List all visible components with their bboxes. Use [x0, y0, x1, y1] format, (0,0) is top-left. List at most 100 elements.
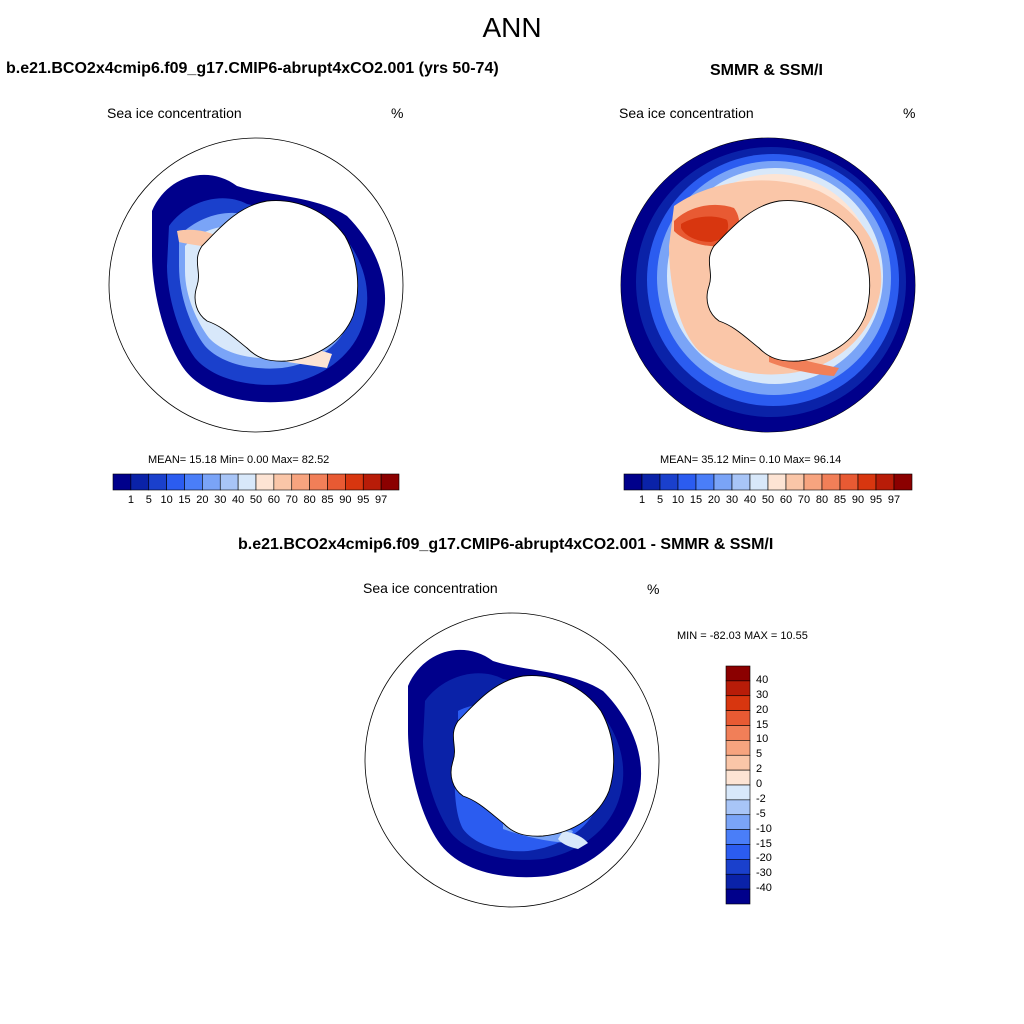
- colorbar-swatch: [785, 473, 805, 491]
- colorbar-swatch: [857, 473, 877, 491]
- colorbar-tick-label: 90: [851, 494, 865, 506]
- colorbar-tick-label: 60: [267, 494, 280, 506]
- main-title: ANN: [482, 12, 542, 43]
- colorbar-swatch: [273, 473, 293, 491]
- colorbar-tick-label: 90: [339, 494, 352, 506]
- colorbar-swatch: [725, 844, 751, 860]
- colorbar-swatch: [839, 473, 859, 491]
- colorbar-tick-label: 15: [689, 494, 703, 506]
- colorbar-tick-label: 20: [707, 494, 721, 506]
- diff-unit-label: %: [647, 581, 660, 597]
- colorbar-tick-label: 5: [756, 748, 763, 761]
- colorbar-swatch: [695, 473, 715, 491]
- colorbar-swatch: [130, 473, 150, 491]
- model-variable-label: Sea ice concentration: [107, 105, 242, 121]
- diff-panel-title: b.e21.BCO2x4cmip6.f09_g17.CMIP6-abrupt4x…: [238, 536, 774, 553]
- colorbar-tick-label: 40: [756, 673, 769, 686]
- colorbar-swatch: [803, 473, 823, 491]
- colorbar-tick-label: 40: [743, 494, 757, 506]
- colorbar-swatch: [725, 888, 751, 905]
- colorbar-swatch: [821, 473, 841, 491]
- colorbar-tick-label: 80: [815, 494, 829, 506]
- colorbar-tick-label: 97: [375, 494, 388, 506]
- model-ice-field: [152, 174, 386, 403]
- colorbar-swatch: [725, 725, 751, 741]
- colorbar-swatch: [725, 680, 751, 697]
- model-colorbar: [112, 473, 400, 491]
- obs-ice-field: [621, 138, 915, 432]
- colorbar-tick-label: -20: [756, 852, 772, 865]
- colorbar-swatch: [713, 473, 733, 491]
- colorbar-tick-label: -5: [756, 807, 766, 820]
- colorbar-swatch: [725, 769, 751, 786]
- colorbar-swatch: [219, 473, 239, 491]
- colorbar-tick-label: 30: [214, 494, 227, 506]
- colorbar-swatch: [893, 473, 913, 491]
- colorbar-tick-label: 10: [160, 494, 173, 506]
- colorbar-swatch: [291, 473, 310, 491]
- colorbar-tick-label: 10: [756, 733, 769, 746]
- colorbar-tick-label: 10: [671, 494, 685, 506]
- colorbar-swatch: [725, 665, 751, 682]
- model-colorbar-ticks: 1 5 10 15 20 30 40 50 60 70 80 85 90 95 97: [113, 494, 399, 508]
- diff-variable-label: Sea ice concentration: [363, 580, 498, 596]
- colorbar-swatch: [677, 473, 697, 491]
- diff-polar-map: [364, 612, 660, 908]
- colorbar-tick-label: 15: [178, 494, 191, 506]
- diff-colorbar: [725, 665, 751, 905]
- colorbar-tick-label: 1: [127, 494, 134, 506]
- obs-colorbar: [623, 473, 913, 491]
- diff-colorbar-ticks: 40 30 20 15 10 5 2 0 -2 -5 -10 -15 -20 -30 -40: [756, 666, 796, 904]
- obs-colorbar-ticks: 1 5 10 15 20 30 40 50 60 70 80 85 90 95 97: [624, 494, 912, 508]
- colorbar-tick-label: 85: [833, 494, 847, 506]
- colorbar-swatch: [725, 814, 751, 830]
- colorbar-swatch: [725, 754, 751, 771]
- colorbar-swatch: [112, 473, 132, 491]
- colorbar-tick-label: 80: [303, 494, 316, 506]
- colorbar-tick-label: 30: [756, 688, 769, 701]
- colorbar-tick-label: 95: [869, 494, 883, 506]
- colorbar-swatch: [362, 473, 382, 491]
- colorbar-swatch: [767, 473, 787, 491]
- colorbar-tick-label: 97: [887, 494, 901, 506]
- colorbar-swatch: [148, 473, 167, 491]
- colorbar-tick-label: 60: [779, 494, 793, 506]
- colorbar-swatch: [725, 873, 751, 890]
- colorbar-tick-label: -2: [756, 792, 766, 805]
- colorbar-swatch: [725, 695, 751, 711]
- colorbar-swatch: [725, 799, 751, 816]
- colorbar-swatch: [345, 473, 364, 491]
- colorbar-swatch: [749, 473, 769, 491]
- obs-variable-label: Sea ice concentration: [619, 105, 754, 121]
- colorbar-tick-label: -15: [756, 837, 772, 850]
- colorbar-swatch: [875, 473, 895, 491]
- colorbar-tick-label: -10: [756, 822, 772, 835]
- colorbar-tick-label: 40: [232, 494, 245, 506]
- colorbar-tick-label: 70: [285, 494, 298, 506]
- colorbar-tick-label: -30: [756, 867, 772, 880]
- colorbar-tick-label: 20: [756, 703, 769, 716]
- model-unit-label: %: [391, 105, 404, 121]
- colorbar-tick-label: 30: [725, 494, 739, 506]
- colorbar-swatch: [725, 829, 751, 845]
- obs-panel-title: SMMR & SSM/I: [710, 62, 823, 79]
- colorbar-swatch: [309, 473, 328, 491]
- colorbar-swatch: [327, 473, 346, 491]
- colorbar-tick-label: 50: [249, 494, 263, 506]
- colorbar-tick-label: 1: [638, 494, 646, 506]
- colorbar-swatch: [380, 473, 400, 491]
- obs-polar-map: [620, 137, 916, 433]
- colorbar-tick-label: 5: [656, 494, 664, 506]
- obs-unit-label: %: [903, 105, 916, 121]
- colorbar-tick-label: 70: [797, 494, 811, 506]
- colorbar-tick-label: 2: [756, 763, 763, 776]
- colorbar-tick-label: 15: [756, 718, 769, 731]
- model-polar-map: [108, 137, 404, 433]
- colorbar-swatch: [166, 473, 185, 491]
- colorbar-tick-label: 0: [756, 778, 763, 790]
- colorbar-swatch: [659, 473, 679, 491]
- colorbar-swatch: [237, 473, 257, 491]
- obs-stats: MEAN= 35.12 Min= 0.10 Max= 96.14: [660, 454, 842, 466]
- model-panel-title: b.e21.BCO2x4cmip6.f09_g17.CMIP6-abrupt4x…: [6, 60, 499, 77]
- diff-ice-field: [408, 649, 642, 878]
